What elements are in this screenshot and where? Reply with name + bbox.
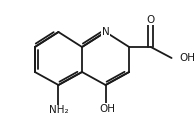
Text: OH: OH <box>179 53 195 63</box>
Text: OH: OH <box>99 104 115 114</box>
Text: O: O <box>147 15 155 25</box>
Text: NH₂: NH₂ <box>49 105 68 115</box>
Text: N: N <box>102 27 109 37</box>
